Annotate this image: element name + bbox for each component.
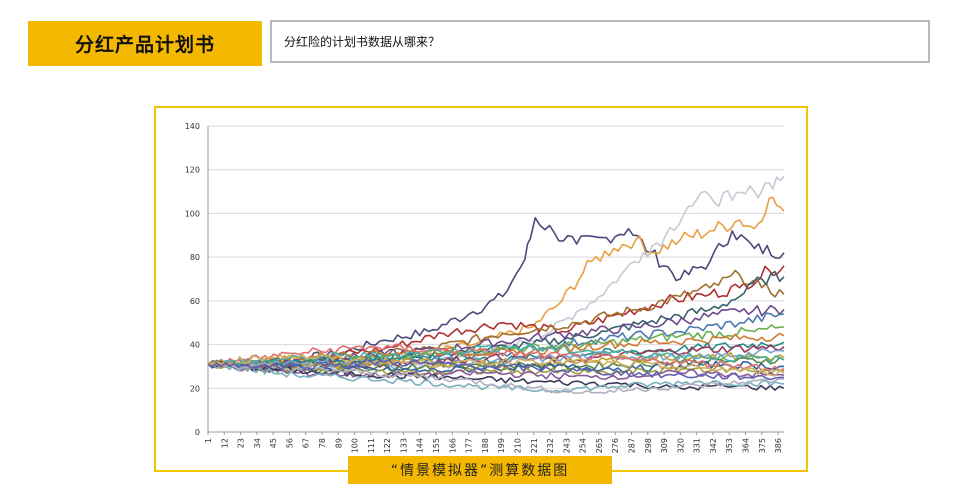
series-line-25 (207, 358, 784, 381)
x-tick-label: 144 (416, 438, 425, 453)
x-tick-label: 89 (334, 438, 343, 448)
series-line-13 (207, 348, 785, 370)
axes (207, 126, 784, 435)
chart-caption: “情景模拟器”测算数据图 (348, 456, 612, 484)
y-tick-label: 80 (190, 253, 200, 262)
x-tick-label: 331 (693, 438, 702, 453)
question-box: 分红险的计划书数据从哪来？ (270, 20, 930, 63)
x-tick-label: 199 (497, 438, 506, 453)
x-tick-label: 276 (611, 438, 620, 453)
tick-labels: 0 20 40 60 80 100 120 140 1 12 23 34 45 56 67 78 89 100 11… (185, 122, 783, 453)
y-tick-label: 60 (190, 297, 200, 306)
series-line-2 (207, 196, 785, 369)
x-tick-label: 298 (644, 438, 653, 453)
x-tick-label: 188 (481, 438, 490, 453)
x-tick-label: 265 (595, 438, 604, 453)
line-chart: 0 20 40 60 80 100 120 140 1 12 23 34 45 56 67 78 89 100 11… (185, 122, 785, 453)
x-tick-label: 375 (758, 438, 767, 453)
x-tick-label: 78 (318, 438, 327, 448)
series-line-24 (207, 353, 785, 377)
y-tick-label: 40 (190, 341, 200, 350)
x-tick-label: 23 (237, 438, 246, 448)
series-line-23 (207, 343, 785, 367)
series-line-7 (207, 304, 785, 369)
x-tick-label: 1 (204, 438, 213, 443)
x-tick-label: 111 (367, 438, 376, 453)
y-tick-label: 20 (190, 384, 200, 393)
x-tick-label: 386 (774, 438, 783, 453)
y-tick-label: 140 (185, 122, 200, 131)
x-tick-label: 56 (285, 438, 294, 448)
x-tick-label: 12 (220, 438, 229, 448)
x-tick-label: 353 (725, 438, 734, 453)
x-tick-label: 287 (627, 438, 636, 453)
series-line-18 (207, 361, 785, 381)
series-line-9 (207, 324, 785, 369)
x-tick-label: 221 (530, 438, 539, 453)
x-tick-label: 210 (513, 438, 522, 453)
y-tick-label: 100 (185, 209, 200, 218)
x-tick-label: 133 (399, 438, 408, 453)
x-tick-label: 232 (546, 438, 555, 453)
x-tick-label: 155 (432, 438, 441, 453)
x-tick-label: 243 (562, 438, 571, 453)
x-tick-label: 254 (579, 438, 588, 453)
series-line-22 (207, 343, 785, 372)
x-tick-label: 320 (676, 438, 685, 453)
y-tick-label: 120 (185, 166, 200, 175)
x-tick-label: 177 (465, 438, 474, 453)
section-title-tab: 分红产品计划书 (28, 21, 262, 66)
x-tick-label: 364 (742, 438, 751, 453)
x-tick-label: 45 (269, 438, 278, 448)
x-tick-label: 34 (253, 438, 262, 448)
x-tick-label: 122 (383, 438, 392, 453)
series-line-19 (207, 361, 785, 391)
question-text: 分红险的计划书数据从哪来？ (284, 35, 441, 49)
x-tick-label: 342 (709, 438, 718, 453)
series-lines (207, 175, 785, 395)
y-tick-label: 0 (195, 428, 200, 437)
x-tick-label: 100 (351, 438, 360, 453)
x-tick-label: 67 (302, 438, 311, 448)
chart-frame: 0 20 40 60 80 100 120 140 1 12 23 34 45 56 67 78 89 100 11… (154, 106, 808, 472)
x-tick-label: 309 (660, 438, 669, 453)
x-tick-label: 166 (448, 438, 457, 453)
